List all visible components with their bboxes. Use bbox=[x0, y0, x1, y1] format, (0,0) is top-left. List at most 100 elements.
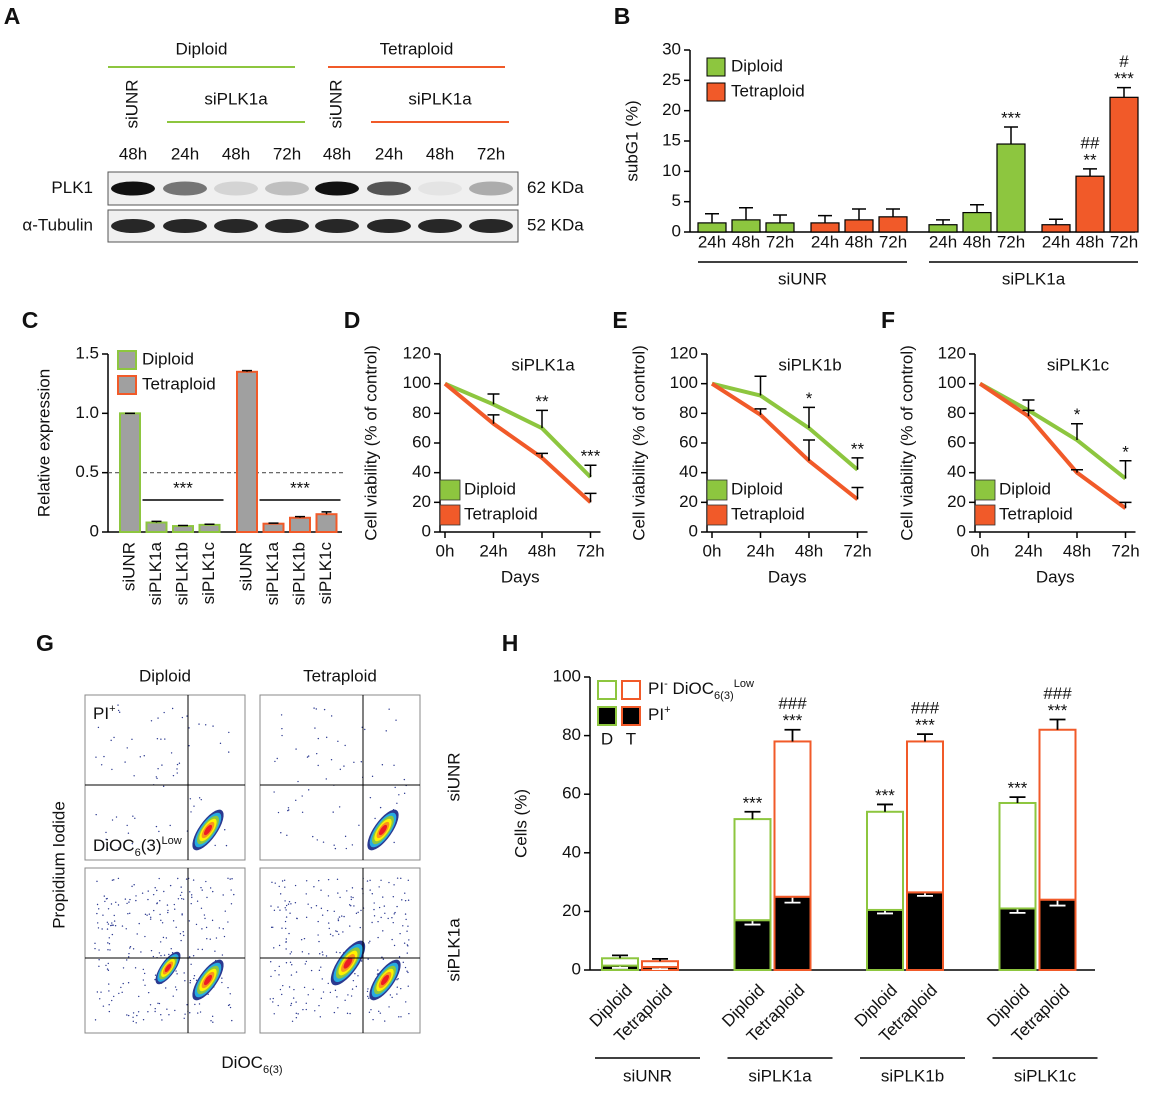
event-dot bbox=[295, 1001, 297, 1003]
event-dot bbox=[190, 894, 193, 896]
event-dot bbox=[322, 991, 325, 993]
event-dot bbox=[188, 745, 190, 747]
row-label: siPLK1a bbox=[444, 918, 463, 982]
event-dot bbox=[396, 905, 398, 908]
error-bar bbox=[1022, 399, 1035, 411]
event-dot bbox=[98, 908, 100, 910]
event-dot bbox=[98, 959, 100, 961]
event-dot bbox=[337, 919, 340, 922]
event-dot bbox=[290, 974, 293, 976]
y-tick-label: 100 bbox=[403, 373, 431, 392]
event-dot bbox=[141, 892, 144, 894]
event-dot bbox=[305, 960, 308, 963]
event-dot bbox=[169, 824, 171, 827]
event-dot bbox=[287, 807, 290, 809]
event-dot bbox=[280, 832, 282, 834]
event-dot bbox=[127, 1014, 130, 1017]
event-dot bbox=[231, 878, 233, 880]
event-dot bbox=[281, 734, 283, 737]
event-dot bbox=[398, 794, 400, 796]
event-dot bbox=[218, 927, 221, 929]
error-bar bbox=[754, 375, 767, 396]
event-dot bbox=[321, 914, 324, 916]
flow-plot bbox=[84, 694, 246, 861]
event-dot bbox=[344, 999, 346, 1002]
lane-label: 48h bbox=[426, 144, 454, 163]
event-dot bbox=[138, 995, 140, 998]
density bbox=[203, 824, 213, 836]
event-dot bbox=[407, 971, 409, 974]
event-dot bbox=[393, 764, 395, 766]
event-dot bbox=[295, 748, 297, 750]
event-dot bbox=[285, 941, 287, 943]
event-dot bbox=[182, 931, 184, 933]
line bbox=[710, 381, 859, 501]
event-dot bbox=[295, 971, 298, 973]
event-dot bbox=[175, 926, 177, 929]
event-dot bbox=[179, 933, 182, 935]
event-dot bbox=[147, 1011, 149, 1013]
event-dot bbox=[154, 887, 156, 889]
event-dot bbox=[106, 921, 109, 923]
bar-segment bbox=[773, 895, 812, 971]
event-dot bbox=[348, 904, 351, 906]
band bbox=[469, 219, 513, 233]
event-dot bbox=[190, 902, 192, 905]
event-dot bbox=[160, 954, 162, 957]
panel-label: D bbox=[344, 307, 361, 333]
event-dot bbox=[165, 987, 167, 989]
event-dot bbox=[135, 895, 137, 897]
legend-label: PI+ bbox=[648, 704, 671, 725]
error-bar bbox=[268, 522, 279, 524]
y-axis-label: Cell viability (% of control) bbox=[629, 345, 648, 541]
event-dot bbox=[379, 806, 382, 809]
event-dot bbox=[201, 948, 204, 951]
error-bar bbox=[1009, 796, 1026, 803]
event-dot bbox=[401, 899, 403, 901]
event-dot bbox=[200, 907, 203, 909]
event-dot bbox=[290, 903, 292, 905]
event-dot bbox=[107, 923, 110, 925]
legend-label: Tetraploid bbox=[464, 504, 538, 523]
legend-label-part: PI bbox=[648, 679, 664, 698]
legend-swatch bbox=[597, 680, 617, 700]
event-dot bbox=[195, 923, 198, 926]
event-dot bbox=[96, 912, 98, 915]
size-label: 52 KDa bbox=[527, 215, 584, 234]
x-tick-label: 24h bbox=[1014, 541, 1042, 560]
annotation: *** bbox=[783, 711, 803, 730]
event-dot bbox=[284, 900, 286, 902]
event-dot bbox=[285, 938, 287, 940]
event-dot bbox=[339, 768, 342, 771]
event-dot bbox=[403, 942, 406, 944]
y-tick-label: 0 bbox=[90, 521, 99, 540]
event-dot bbox=[95, 756, 97, 758]
event-dot bbox=[352, 896, 354, 899]
event-dot bbox=[393, 884, 395, 886]
y-tick-label: 100 bbox=[553, 666, 581, 685]
event-dot bbox=[399, 932, 401, 935]
event-dot bbox=[135, 899, 137, 902]
event-dot bbox=[400, 987, 402, 990]
event-dot bbox=[278, 885, 280, 888]
bar bbox=[1075, 175, 1105, 233]
event-dot bbox=[212, 725, 214, 727]
event-dot bbox=[284, 927, 287, 930]
legend-swatch bbox=[439, 504, 461, 526]
event-dot bbox=[110, 903, 113, 905]
x-tick-label: 48h bbox=[963, 232, 991, 251]
event-dot bbox=[127, 982, 130, 984]
event-dot bbox=[183, 972, 185, 974]
event-dot bbox=[133, 775, 135, 777]
legend-label: Diploid bbox=[464, 479, 516, 498]
event-dot bbox=[154, 1010, 156, 1013]
event-dot bbox=[320, 966, 322, 968]
legend-swatch bbox=[974, 479, 996, 501]
axis-label: Propidium Iodide bbox=[49, 801, 68, 929]
event-dot bbox=[334, 847, 337, 850]
event-dot bbox=[355, 985, 358, 988]
event-dot bbox=[307, 789, 310, 791]
error-bar bbox=[852, 208, 866, 220]
event-dot bbox=[230, 903, 233, 905]
event-dot bbox=[160, 919, 162, 922]
